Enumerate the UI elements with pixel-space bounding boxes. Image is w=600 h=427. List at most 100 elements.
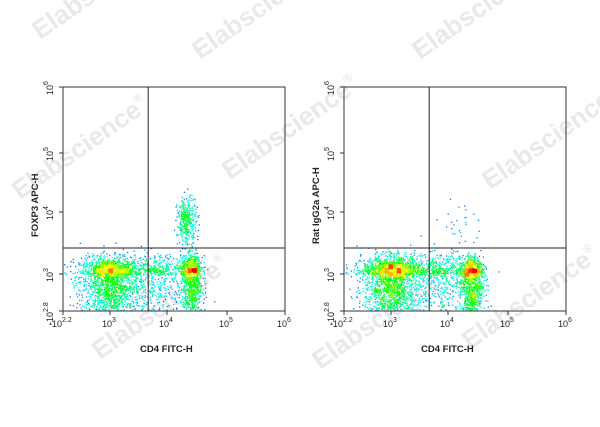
event-point bbox=[367, 260, 369, 262]
event-point bbox=[152, 308, 154, 310]
event-point bbox=[86, 257, 88, 259]
event-point bbox=[101, 262, 103, 264]
event-point bbox=[96, 271, 98, 274]
event-point bbox=[202, 277, 204, 279]
event-point bbox=[78, 262, 80, 264]
event-point bbox=[180, 273, 182, 275]
event-point bbox=[139, 268, 141, 270]
event-point bbox=[374, 286, 376, 289]
event-point bbox=[393, 256, 396, 259]
event-point bbox=[73, 286, 75, 288]
event-point bbox=[87, 271, 89, 273]
event-point bbox=[174, 268, 176, 270]
event-point bbox=[401, 303, 404, 305]
event-point bbox=[190, 276, 192, 278]
event-point bbox=[131, 288, 133, 291]
event-point bbox=[187, 206, 189, 209]
event-point bbox=[421, 255, 423, 257]
event-point bbox=[414, 249, 416, 252]
event-point bbox=[143, 266, 145, 268]
event-point bbox=[70, 265, 72, 268]
event-point bbox=[78, 289, 80, 291]
event-point bbox=[139, 279, 142, 281]
event-point bbox=[93, 300, 96, 302]
event-point bbox=[180, 206, 182, 209]
event-point bbox=[378, 307, 381, 309]
event-point bbox=[112, 292, 114, 294]
event-point bbox=[183, 191, 186, 193]
event-point bbox=[184, 288, 187, 290]
event-point bbox=[423, 309, 425, 311]
event-point bbox=[167, 258, 169, 261]
event-point bbox=[450, 271, 452, 273]
event-point bbox=[436, 262, 438, 264]
event-point bbox=[187, 299, 189, 301]
event-point bbox=[123, 277, 125, 279]
event-point bbox=[474, 308, 476, 311]
event-point bbox=[393, 257, 395, 259]
event-point bbox=[420, 235, 422, 237]
event-point bbox=[127, 271, 129, 273]
event-point bbox=[185, 220, 187, 222]
event-point bbox=[106, 270, 108, 273]
event-point bbox=[128, 304, 131, 306]
event-point bbox=[160, 262, 162, 264]
event-point bbox=[193, 305, 196, 307]
event-point bbox=[114, 253, 116, 255]
event-point bbox=[188, 230, 190, 232]
event-point bbox=[423, 281, 425, 283]
event-point bbox=[193, 269, 195, 271]
event-point bbox=[395, 254, 397, 256]
event-point bbox=[356, 269, 359, 272]
event-point bbox=[207, 269, 209, 271]
event-point bbox=[116, 284, 118, 286]
event-point bbox=[144, 262, 147, 265]
event-point bbox=[148, 291, 151, 293]
event-point bbox=[98, 261, 100, 263]
event-point bbox=[110, 295, 112, 297]
event-point bbox=[391, 298, 393, 300]
event-point bbox=[104, 295, 106, 297]
event-point bbox=[137, 293, 139, 295]
event-point bbox=[158, 309, 160, 311]
event-point bbox=[158, 286, 160, 288]
event-point bbox=[102, 307, 104, 310]
event-point bbox=[192, 262, 194, 264]
event-point bbox=[186, 266, 188, 269]
event-point bbox=[123, 266, 125, 268]
event-point bbox=[188, 283, 190, 285]
event-point bbox=[79, 290, 81, 292]
event-point bbox=[394, 309, 396, 311]
event-point bbox=[180, 261, 182, 263]
event-point bbox=[126, 260, 129, 262]
event-point bbox=[164, 287, 166, 289]
event-point bbox=[135, 272, 137, 274]
event-point bbox=[139, 272, 141, 274]
event-point bbox=[152, 287, 154, 289]
event-point bbox=[355, 262, 357, 264]
event-point bbox=[142, 281, 144, 283]
event-point bbox=[166, 306, 168, 308]
event-point bbox=[476, 308, 479, 311]
event-point bbox=[403, 305, 405, 308]
event-point bbox=[192, 210, 194, 212]
event-point bbox=[416, 273, 418, 275]
event-point bbox=[121, 262, 123, 265]
event-point bbox=[96, 269, 98, 272]
event-point bbox=[124, 264, 126, 266]
event-point bbox=[181, 276, 183, 278]
event-point bbox=[407, 287, 409, 289]
event-point bbox=[194, 228, 196, 230]
event-point bbox=[375, 284, 378, 286]
event-point bbox=[116, 291, 118, 293]
event-point bbox=[404, 292, 407, 294]
event-point bbox=[189, 273, 192, 275]
event-point bbox=[108, 264, 110, 266]
event-point bbox=[113, 300, 115, 302]
event-point bbox=[117, 256, 119, 258]
event-point bbox=[106, 297, 108, 299]
event-point bbox=[397, 249, 399, 252]
event-point bbox=[450, 221, 453, 223]
event-point bbox=[165, 264, 167, 267]
event-point bbox=[113, 306, 115, 308]
